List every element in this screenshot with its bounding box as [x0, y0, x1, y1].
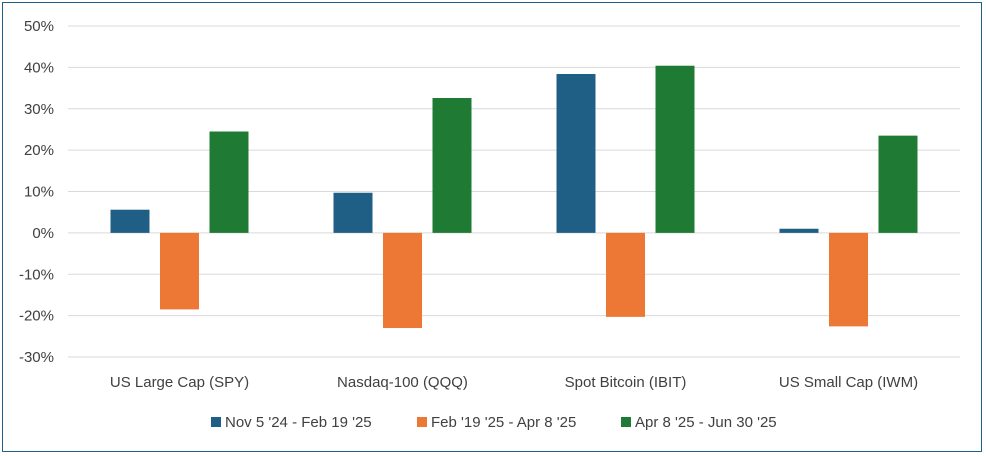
bar-series-3	[209, 131, 249, 233]
x-category-label: US Large Cap (SPY)	[110, 374, 249, 391]
legend: Nov 5 '24 - Feb 19 '25 Feb '19 '25 - Apr …	[211, 414, 777, 431]
bar-series-2	[829, 232, 868, 327]
y-tick-label: -30%	[19, 349, 54, 366]
bar-series-3	[655, 65, 695, 233]
legend-swatch	[621, 417, 631, 427]
y-tick-label: 10%	[24, 184, 54, 201]
y-tick-label: 40%	[24, 59, 54, 76]
gridlines	[68, 25, 960, 358]
x-axis-categories: US Large Cap (SPY) Nasdaq-100 (QQQ) Spot B…	[110, 374, 918, 391]
bar-series-2	[383, 232, 422, 329]
bar-series-1	[333, 192, 373, 233]
bar-series-1	[556, 73, 596, 233]
legend-swatch	[417, 417, 427, 427]
legend-label: Nov 5 '24 - Feb 19 '25	[225, 414, 372, 431]
bar-series-1	[779, 228, 819, 233]
y-axis-ticks: -30% -20% -10% 0% 10% 20% 30% 40% 50%	[19, 18, 54, 366]
y-tick-label: -20%	[19, 308, 54, 325]
y-tick-label: 50%	[24, 18, 54, 35]
x-category-label: Nasdaq-100 (QQQ)	[337, 374, 468, 391]
bars	[110, 65, 918, 329]
y-tick-label: -10%	[19, 266, 54, 283]
bar-series-3	[432, 97, 472, 233]
bar-series-3	[878, 135, 918, 233]
legend-label: Apr 8 '25 - Jun 30 '25	[635, 414, 777, 431]
y-tick-label: 20%	[24, 142, 54, 159]
x-category-label: Spot Bitcoin (IBIT)	[565, 374, 687, 391]
x-category-label: US Small Cap (IWM)	[779, 374, 918, 391]
legend-swatch	[211, 417, 221, 427]
bar-series-2	[160, 232, 199, 310]
bar-series-2	[606, 232, 645, 317]
y-tick-label: 30%	[24, 101, 54, 118]
bar-series-1	[110, 209, 150, 233]
legend-label: Feb '19 '25 - Apr 8 '25	[431, 414, 576, 431]
y-tick-label: 0%	[32, 225, 54, 242]
